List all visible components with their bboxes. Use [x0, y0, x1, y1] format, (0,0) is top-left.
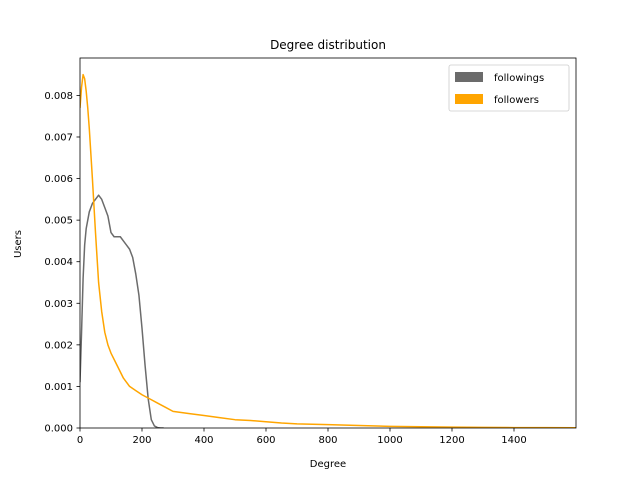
- legend-swatch-followers: [455, 94, 483, 104]
- series-layer: [80, 73, 576, 428]
- y-tick-label: 0.002: [44, 340, 73, 351]
- x-tick-label: 0: [77, 435, 83, 446]
- y-tick-label: 0.005: [44, 216, 73, 227]
- legend-swatch-followings: [455, 72, 483, 82]
- x-axis-label: Degree: [310, 459, 346, 470]
- x-tick-label: 600: [256, 435, 275, 446]
- y-tick-label: 0.008: [44, 91, 73, 102]
- y-tick-label: 0.003: [44, 299, 73, 310]
- x-tick-label: 200: [132, 435, 151, 446]
- series-line-followers: [80, 73, 576, 428]
- series-line-followings: [80, 194, 164, 428]
- chart-title: Degree distribution: [270, 38, 386, 52]
- legend-label-followers: followers: [494, 95, 539, 106]
- x-tick-label: 1200: [439, 435, 464, 446]
- y-axis-label: Users: [13, 230, 24, 258]
- x-tick-label: 800: [318, 435, 337, 446]
- y-tick-label: 0.000: [44, 424, 73, 435]
- axes-layer: 0 200 400 600 800 1000 1200 1400 0.000 0.001 0.002…: [44, 57, 577, 446]
- legend: followings followers: [448, 64, 570, 112]
- y-tick-label: 0.007: [44, 132, 73, 143]
- y-tick-label: 0.004: [44, 257, 73, 268]
- legend-label-followings: followings: [494, 73, 544, 84]
- x-tick-label: 400: [194, 435, 213, 446]
- y-tick-label: 0.001: [44, 382, 73, 393]
- y-tick-label: 0.006: [44, 174, 73, 185]
- x-tick-label: 1000: [377, 435, 402, 446]
- x-tick-label: 1400: [501, 435, 526, 446]
